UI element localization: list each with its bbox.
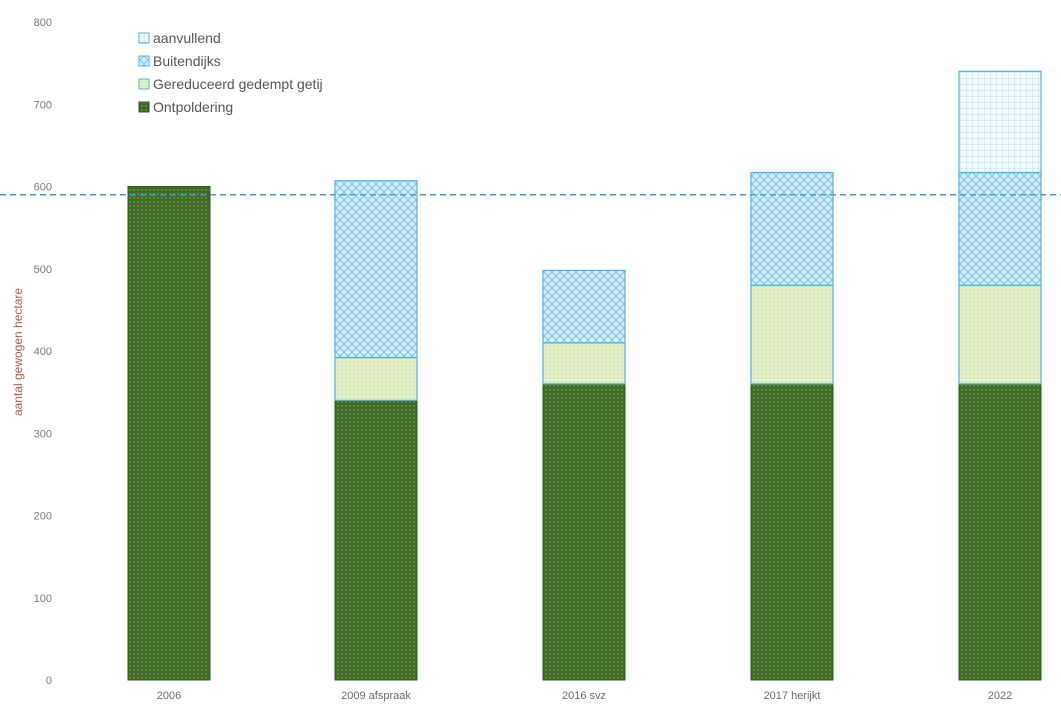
bar-segment-ontpoldering [127, 186, 211, 681]
bar-segment-ontpoldering [542, 383, 626, 681]
bar-segment-ontpoldering [958, 383, 1042, 681]
bar-segment-gereduceerd-gedempt-getij [542, 342, 626, 385]
legend: aanvullend Buitendijks Gereduceerd gedempt… [138, 30, 323, 115]
bar-segment-aanvullend [958, 70, 1042, 174]
y-axis-label: aantal gewogen hectare [11, 288, 25, 416]
y-tick-label: 600 [34, 182, 52, 194]
y-tick-label: 200 [34, 511, 52, 523]
x-category-label: 2009 afspraak [341, 690, 411, 702]
bar-segment-buitendijks [750, 171, 834, 286]
y-tick-label: 100 [34, 593, 52, 605]
y-tick-label: 800 [34, 17, 52, 29]
bar-segment-gereduceerd-gedempt-getij [958, 284, 1042, 385]
y-tick-label: 0 [46, 675, 52, 687]
bar-segment-gereduceerd-gedempt-getij [334, 356, 418, 401]
y-tick-label: 300 [34, 428, 52, 440]
bar-segment-ontpoldering [334, 399, 418, 681]
legend-label-buitendijks: Buitendijks [153, 53, 221, 69]
bar-segment-buitendijks [958, 171, 1042, 286]
legend-label-ontpoldering: Ontpoldering [153, 99, 233, 115]
bar-segment-ontpoldering [750, 383, 834, 681]
x-axis-categories: 2006 2009 afspraak 2016 svz 2017 herijkt 202… [157, 690, 1012, 702]
legend-swatch-gereduceerd-gedempt-getij [138, 78, 150, 90]
legend-swatch-aanvullend [138, 32, 150, 44]
x-category-label: 2017 herijkt [764, 690, 821, 702]
y-tick-label: 500 [34, 264, 52, 276]
legend-label-gereduceerd-gedempt-getij: Gereduceerd gedempt getij [153, 76, 323, 92]
x-category-label: 2022 [988, 690, 1012, 702]
bar-segment-buitendijks [542, 269, 626, 344]
bar-segment-buitendijks [334, 180, 418, 359]
y-axis-ticks: 0 100 200 300 400 500 600 700 800 [34, 17, 52, 687]
bars [127, 70, 1042, 681]
legend-swatch-buitendijks [138, 55, 150, 67]
x-category-label: 2006 [157, 690, 181, 702]
legend-label-aanvullend: aanvullend [153, 30, 221, 46]
legend-swatch-ontpoldering [138, 101, 150, 113]
y-tick-label: 400 [34, 346, 52, 358]
bar-segment-gereduceerd-gedempt-getij [750, 284, 834, 385]
x-category-label: 2016 svz [562, 690, 606, 702]
y-tick-label: 700 [34, 99, 52, 111]
